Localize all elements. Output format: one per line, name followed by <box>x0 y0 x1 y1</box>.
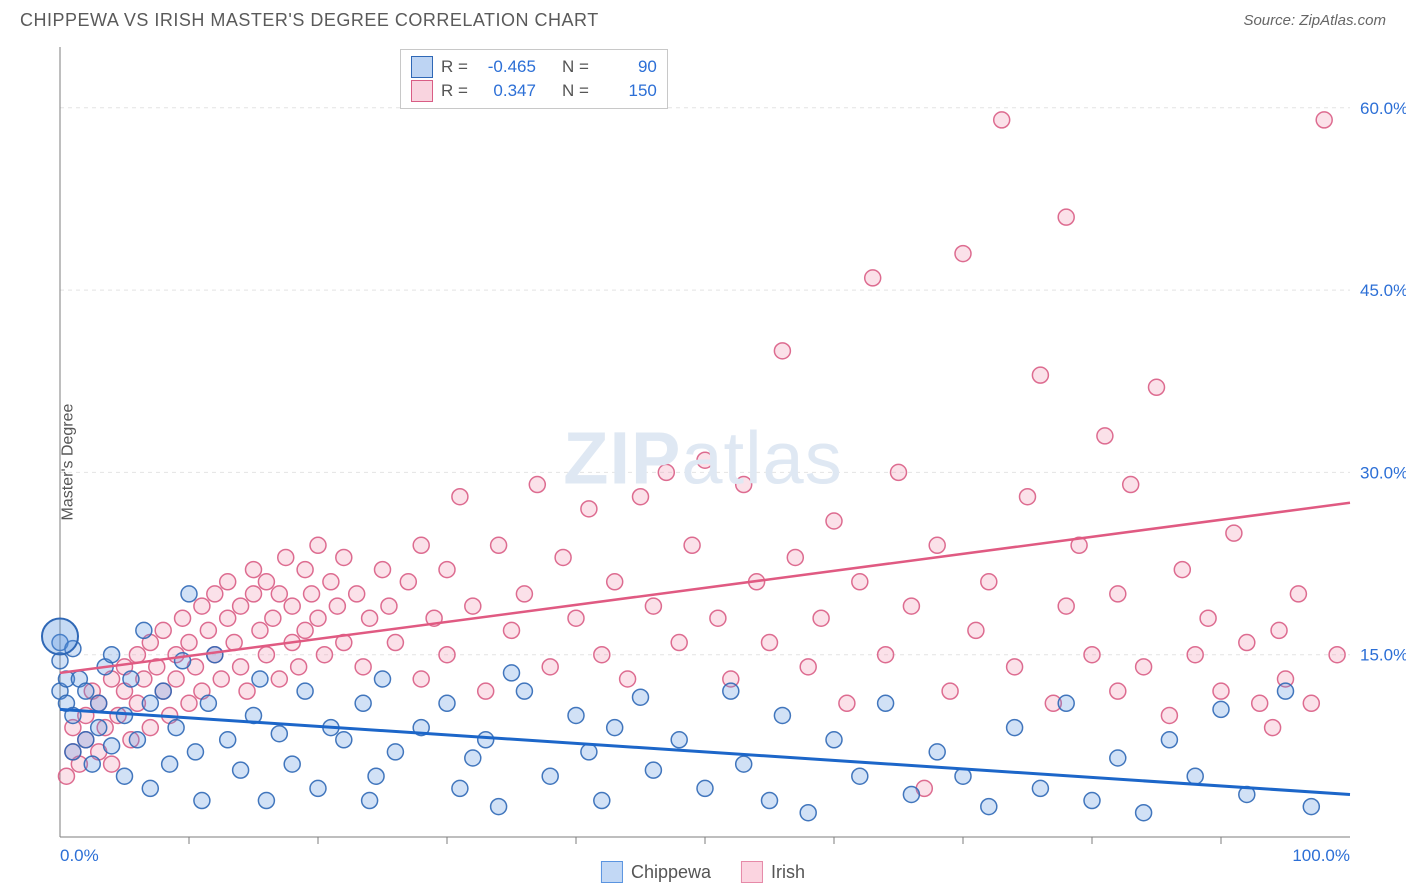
svg-text:100.0%: 100.0% <box>1292 846 1350 865</box>
legend-row-chippewa: R = -0.465 N = 90 <box>411 56 657 78</box>
correlation-legend: R = -0.465 N = 90 R = 0.347 N = 150 <box>400 49 668 109</box>
chart-area: Master's Degree ZIPatlas 15.0%30.0%45.0%… <box>0 37 1406 887</box>
svg-text:30.0%: 30.0% <box>1360 463 1406 482</box>
swatch-chippewa-bottom <box>601 861 623 883</box>
swatch-irish <box>411 80 433 102</box>
svg-text:0.0%: 0.0% <box>60 846 99 865</box>
bottom-legend: Chippewa Irish <box>601 861 805 883</box>
bottom-legend-irish: Irish <box>741 861 805 883</box>
svg-text:15.0%: 15.0% <box>1360 646 1406 665</box>
svg-text:45.0%: 45.0% <box>1360 281 1406 300</box>
svg-text:60.0%: 60.0% <box>1360 99 1406 118</box>
source-label: Source: ZipAtlas.com <box>1243 12 1386 29</box>
swatch-irish-bottom <box>741 861 763 883</box>
bottom-legend-chippewa: Chippewa <box>601 861 711 883</box>
chart-title: CHIPPEWA VS IRISH MASTER'S DEGREE CORREL… <box>20 10 599 31</box>
y-axis-label: Master's Degree <box>59 404 77 521</box>
swatch-chippewa <box>411 56 433 78</box>
scatter-chart: 15.0% 30.0% 45.0% 60.0% 0.0% 100.0% <box>0 37 1406 887</box>
legend-row-irish: R = 0.347 N = 150 <box>411 80 657 102</box>
